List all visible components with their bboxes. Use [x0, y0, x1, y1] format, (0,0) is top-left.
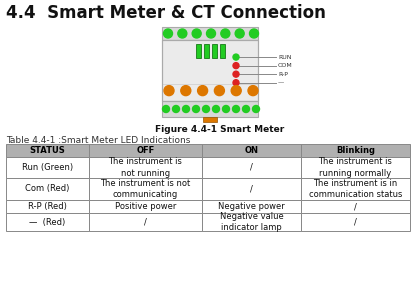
Text: —: — [278, 80, 284, 85]
Circle shape [178, 29, 187, 38]
Text: /: / [354, 217, 357, 227]
Bar [162, 101, 258, 117]
Text: /: / [250, 184, 253, 194]
Text: /: / [144, 217, 147, 227]
Bar [203, 44, 208, 58]
Text: The instrument is
not running: The instrument is not running [109, 158, 182, 178]
Text: /: / [354, 202, 357, 211]
Circle shape [233, 80, 239, 86]
Bar [202, 178, 301, 200]
Bar [89, 213, 202, 231]
Bar [6, 213, 89, 231]
Circle shape [250, 29, 258, 38]
Bar [6, 200, 89, 213]
Bar [301, 178, 410, 200]
Bar [89, 178, 202, 200]
Bar [162, 40, 258, 101]
Circle shape [198, 86, 208, 96]
Bar [203, 117, 217, 122]
Text: Negative power: Negative power [218, 202, 285, 211]
Bar [89, 200, 202, 213]
Circle shape [233, 71, 239, 77]
Text: Blinking: Blinking [336, 146, 375, 155]
Circle shape [248, 86, 258, 96]
Bar [301, 213, 410, 231]
Bar [6, 178, 89, 200]
Text: 4.4  Smart Meter & CT Connection: 4.4 Smart Meter & CT Connection [6, 4, 326, 22]
Circle shape [164, 86, 174, 96]
Circle shape [181, 86, 191, 96]
Bar [6, 157, 89, 178]
Text: R-P (Red): R-P (Red) [28, 202, 67, 211]
Circle shape [173, 106, 179, 112]
Text: R-P: R-P [278, 72, 288, 77]
Text: /: / [250, 163, 253, 172]
Bar [89, 157, 202, 178]
Circle shape [203, 106, 210, 112]
Text: The instrument is
running normally: The instrument is running normally [319, 158, 392, 178]
Circle shape [183, 106, 190, 112]
Bar [89, 144, 202, 157]
Circle shape [163, 106, 169, 112]
Text: Table 4.4-1 :Smart Meter LED Indications: Table 4.4-1 :Smart Meter LED Indications [6, 136, 191, 145]
Bar [162, 40, 258, 101]
Text: COM: COM [278, 63, 293, 68]
Bar [220, 44, 225, 58]
Circle shape [233, 63, 239, 69]
Text: OFF: OFF [136, 146, 154, 155]
Bar [202, 213, 301, 231]
Bar [301, 157, 410, 178]
Bar [211, 44, 216, 58]
Text: RUN: RUN [278, 55, 292, 60]
Text: —  (Red): — (Red) [29, 217, 66, 227]
Text: Com (Red): Com (Red) [25, 184, 69, 194]
Text: Positive power: Positive power [115, 202, 176, 211]
Circle shape [231, 86, 241, 96]
Bar [6, 144, 89, 157]
Bar [202, 200, 301, 213]
Circle shape [235, 29, 244, 38]
Bar [202, 157, 301, 178]
Text: STATUS: STATUS [30, 146, 65, 155]
Text: Run (Green): Run (Green) [22, 163, 73, 172]
Text: The instrument is not
communicating: The instrument is not communicating [100, 179, 191, 199]
Bar [196, 44, 201, 58]
Circle shape [221, 29, 230, 38]
Circle shape [193, 106, 200, 112]
Text: Negative value
indicator lamp: Negative value indicator lamp [220, 212, 283, 232]
Bar [162, 27, 258, 40]
Bar [301, 144, 410, 157]
Circle shape [243, 106, 250, 112]
Circle shape [214, 86, 224, 96]
Circle shape [192, 29, 201, 38]
Circle shape [213, 106, 220, 112]
Circle shape [253, 106, 260, 112]
Circle shape [223, 106, 230, 112]
Circle shape [233, 54, 239, 60]
Circle shape [206, 29, 215, 38]
Bar [202, 144, 301, 157]
Text: Figure 4.4-1 Smart Meter: Figure 4.4-1 Smart Meter [155, 125, 285, 134]
Text: The instrument is in
communication status: The instrument is in communication statu… [309, 179, 402, 199]
Text: ON: ON [245, 146, 258, 155]
Circle shape [233, 106, 240, 112]
Circle shape [163, 29, 173, 38]
Bar [301, 200, 410, 213]
